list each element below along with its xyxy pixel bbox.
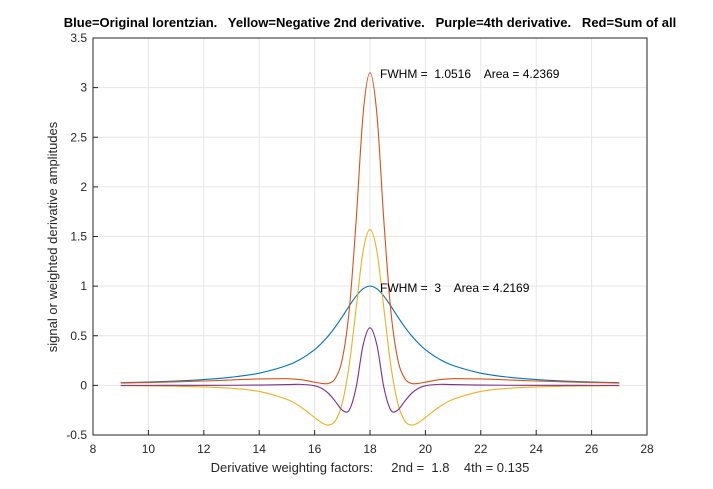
y-tick-label: -0.5 xyxy=(66,428,87,442)
series-line xyxy=(120,72,620,385)
x-tick-label: 22 xyxy=(474,442,488,456)
y-tick-label: 1.5 xyxy=(70,230,87,244)
series-line xyxy=(120,229,620,426)
y-tick-label: 1 xyxy=(80,279,87,293)
x-tick-label: 20 xyxy=(419,442,433,456)
x-tick-label: 16 xyxy=(308,442,322,456)
x-tick-label: 8 xyxy=(90,442,97,456)
plot-frame xyxy=(92,37,648,436)
y-tick-label: 2 xyxy=(80,180,87,194)
x-tick-label: 24 xyxy=(530,442,544,456)
annotation: FWHM = 1.0516 Area = 4.2369 xyxy=(380,67,560,81)
y-axis-label: signal or weighted derivative amplitudes xyxy=(45,121,60,352)
y-tick-label: 3 xyxy=(80,81,87,95)
x-axis-label: Derivative weighting factors: 2nd = 1.8 … xyxy=(211,460,530,475)
series-line xyxy=(120,285,620,384)
series-line xyxy=(120,327,620,413)
chart-title: Blue=Original lorentzian. Yellow=Negativ… xyxy=(64,15,676,30)
y-tick-label: 2.5 xyxy=(70,130,87,144)
x-tick-label: 28 xyxy=(640,442,654,456)
x-tick-label: 12 xyxy=(197,442,211,456)
annotation: FWHM = 3 Area = 4.2169 xyxy=(380,281,530,295)
y-tick-label: 0 xyxy=(80,378,87,392)
y-tick-label: 3.5 xyxy=(70,31,87,45)
x-tick-label: 26 xyxy=(585,442,599,456)
y-tick-label: 0.5 xyxy=(70,329,87,343)
x-tick-label: 18 xyxy=(363,442,377,456)
x-tick-label: 14 xyxy=(253,442,267,456)
x-tick-label: 10 xyxy=(142,442,156,456)
